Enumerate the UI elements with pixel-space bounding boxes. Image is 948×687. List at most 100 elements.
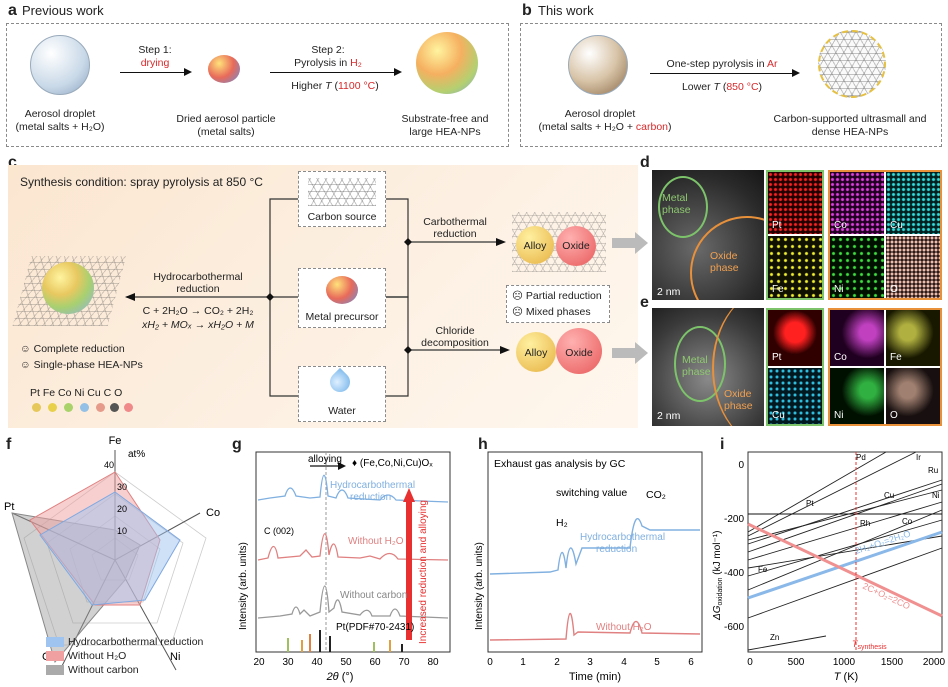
metal-rh: Rh <box>860 519 870 528</box>
xrd-noh2o-curve <box>257 533 449 561</box>
d-metal-ellipse <box>658 176 708 238</box>
xrd-xlabel-var: 2θ <box>326 671 339 683</box>
xrd-ylabel: Intensity (arb. units) <box>238 542 249 630</box>
higher-t-prefix: Higher <box>291 80 326 92</box>
higher-t-var: T <box>325 80 332 92</box>
radar-legend: Hydrocarbothermal reduction Without H₂O … <box>46 636 236 684</box>
element-cu: Cu <box>87 387 101 399</box>
step2-arrow <box>270 68 402 76</box>
gc-curve2: Without H₂O <box>596 622 652 633</box>
gc-ylabel: Intensity (arb. units) <box>474 542 485 630</box>
xrd-xtick-20: 20 <box>253 657 265 668</box>
lower-t: Lower T (850 °C) <box>681 81 763 93</box>
carbon-source-box <box>298 171 386 227</box>
xrd-xtick-70: 70 <box>398 657 410 668</box>
gc-title: Exhaust gas analysis by GC <box>494 458 626 470</box>
e-map-o: O <box>886 368 940 424</box>
xrd-xlabel: 2θ (°) <box>326 671 354 683</box>
xrd-x-ticks: 20 30 40 50 60 70 80 <box>253 657 439 668</box>
b-droplet-sub-carbon: carbon <box>635 121 669 133</box>
dried-sub: (metal salts) <box>197 126 255 138</box>
carbon-supported-sphere <box>818 30 886 98</box>
e-map-co-label: Co <box>834 352 847 363</box>
dot-c <box>110 403 119 412</box>
lower-t-prefix: Lower <box>681 81 714 93</box>
xrd-curve3: Without carbon <box>340 590 407 601</box>
one-step-gas: Ar <box>766 58 778 70</box>
gc-hydro-curve <box>489 518 700 575</box>
d-map-pt: Pt <box>768 172 822 234</box>
element-pt: Pt <box>30 387 40 399</box>
d-map-cu: Cu <box>886 172 940 234</box>
radar-tick-20: 20 <box>117 504 127 514</box>
gc-xlabel: Time (min) <box>569 671 621 683</box>
panel-e-label: e <box>640 294 649 311</box>
ell-xlabel-unit: (K) <box>841 671 859 683</box>
e-map-fe: Fe <box>886 310 940 366</box>
radar-unit: at% <box>128 449 145 460</box>
single-phase: ☺ Single-phase HEA-NPs <box>20 359 143 371</box>
step1-arrow <box>120 68 192 76</box>
h2-water-line <box>747 530 943 600</box>
radar-tick-30: 30 <box>117 482 127 492</box>
ell-ytick-200: -200 <box>724 514 744 525</box>
t-synthesis-label: Tsynthesis <box>852 639 887 651</box>
gc-xtick-4: 4 <box>621 657 627 668</box>
higher-t-val: 1100 °C <box>337 80 376 92</box>
gc-h2: H₂ <box>556 517 568 529</box>
ellingham-chart: 0 500 1000 1500 2000 0 -200 -400 -600 Pd… <box>712 451 946 683</box>
panel-b-box <box>520 23 942 147</box>
xrd-xtick-30: 30 <box>282 657 294 668</box>
droplet-sub: (metal salts + H₂O) <box>15 121 105 133</box>
ell-ylabel: ΔGoxidation (kJ mol⁻¹) <box>712 531 724 621</box>
metal-pd: Pd <box>856 453 866 462</box>
ell-xlabel-var: T <box>834 671 842 683</box>
d-orange-frame <box>828 170 942 300</box>
dot-o <box>124 403 133 412</box>
gc-xtick-2: 2 <box>554 657 560 668</box>
d-tem-image: Metal phase Oxide phase 2 nm <box>652 170 764 300</box>
carbon-source-sheet <box>308 178 376 206</box>
step2-action: Pyrolysis in H₂ <box>294 57 362 69</box>
gc-xtick-3: 3 <box>587 657 593 668</box>
xrd-increased: Increased reduction and alloying <box>418 500 429 644</box>
e-oxide-arc <box>712 308 764 426</box>
metal-fe: Fe <box>758 565 768 574</box>
e-green-frame <box>766 308 824 426</box>
chloride-1: Chloride <box>435 325 475 337</box>
gc-xtick-6: 6 <box>688 657 694 668</box>
d-map-fe: Fe <box>768 236 822 298</box>
b-droplet-sub-prefix: (metal salts + H₂O + <box>538 121 636 133</box>
metal-precursor-sphere <box>326 276 358 304</box>
metal-ni: Ni <box>932 491 940 500</box>
alloy-sphere-1 <box>516 226 554 264</box>
radar-tick-10: 10 <box>117 526 127 536</box>
xrd-xtick-40: 40 <box>311 657 323 668</box>
e-map-ni-label: Ni <box>834 410 844 421</box>
b-droplet-label: Aerosol droplet <box>564 108 636 120</box>
xrd-curve1b: reduction <box>350 492 391 503</box>
b-droplet-sub: (metal salts + H₂O + carbon) <box>538 121 671 133</box>
radar-axis-co: Co <box>206 507 220 519</box>
radar-axis-ni: Ni <box>170 651 180 663</box>
ell-xtick-2000: 2000 <box>923 657 946 668</box>
d-map-pt-label: Pt <box>772 220 782 231</box>
aerosol-carbon-droplet-sphere <box>568 35 628 95</box>
e-map-cu: Cu <box>768 368 822 424</box>
e-map-co: Co <box>830 310 884 366</box>
metal-pt: Pt <box>806 499 814 508</box>
alloy-label-1: Alloy <box>523 240 547 252</box>
metal-ru: Ru <box>928 466 938 475</box>
d-map-ni: Ni <box>830 236 884 298</box>
ell-ylabel-prefix: ΔG <box>712 605 723 621</box>
ell-xtick-0: 0 <box>747 657 753 668</box>
equation-2: xH₂ + MOₓ → xH₂O + M <box>142 319 254 331</box>
metal-zn: Zn <box>770 633 779 642</box>
d-oxide-phase: Oxide phase <box>710 250 739 274</box>
aerosol-droplet-sphere <box>30 35 90 95</box>
ell-xtick-1000: 1000 <box>833 657 856 668</box>
gc-switching: switching value <box>556 487 627 499</box>
e-map-ni: Ni <box>830 368 884 424</box>
panel-c-title: Synthesis condition: spray pyrolysis at … <box>20 175 263 189</box>
metal-co: Co <box>902 517 913 526</box>
